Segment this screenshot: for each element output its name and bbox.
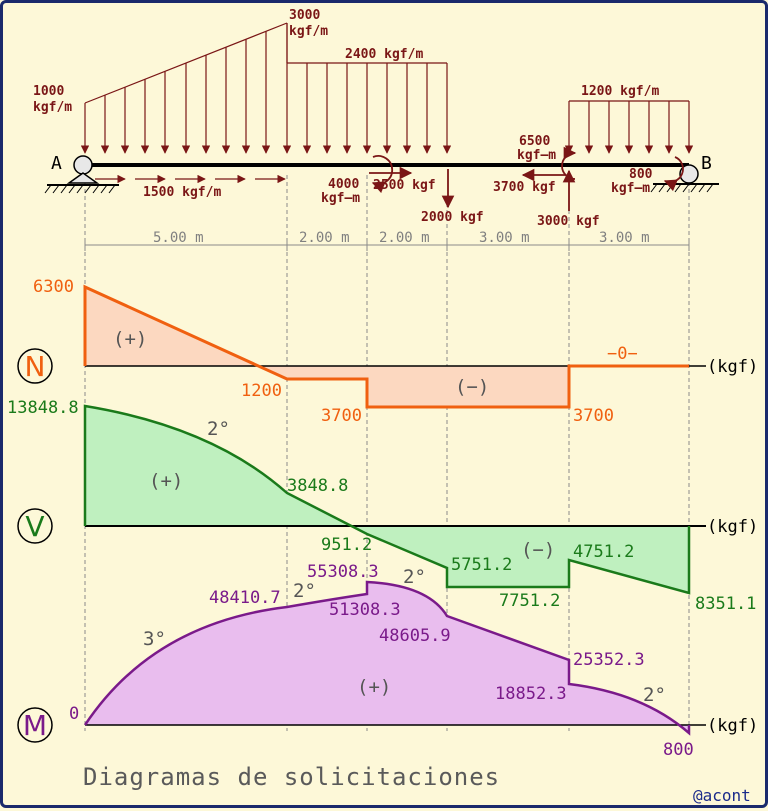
dimension-label: 5.00 m [153,230,204,246]
distributed-load-right [564,100,694,154]
shear-degree-label: 2° [207,418,230,440]
moment-line [83,580,691,736]
shear-value-label: 4751.2 [573,542,634,562]
load-start-unit: kgf/m [33,100,72,115]
dimension-line [84,239,690,251]
moment-4000-icon [371,155,394,194]
moment-4000-unit: kgf–m [321,191,360,206]
dimension-label: 2.00 m [379,230,430,246]
force-3000-label: 3000 kgf [537,214,600,229]
moment-symbol-circle [17,707,53,743]
normal-value-label: 3700 [321,406,362,426]
load-peak-unit: kgf/m [289,24,328,39]
moment-degree-label: 2° [293,580,316,602]
dimension-label: 2.00 m [299,230,350,246]
load-peak-value: 3000 [289,8,320,23]
shear-negative-area [351,526,689,593]
normal-value-label: 1200 [241,381,282,401]
shear-symbol-circle [17,508,53,544]
diagram-canvas: A B 1000 kgf/m 3000 kgf/m 2400 kgf/m 120… [7,8,758,805]
dimension-label: 3.00 m [599,230,650,246]
concentrated-loads [369,146,684,211]
normal-value-label: 6300 [33,277,74,297]
moment-sign-plus: (+) [357,676,391,698]
shear-value-label: 3848.8 [287,476,348,496]
moment-value-label: 48410.7 [209,588,281,608]
support-b-label: B [701,153,712,174]
moment-800-value: 800 [629,167,653,182]
force-2000-label: 2000 kgf [421,210,484,225]
shear-value-label: 5751.2 [451,555,512,575]
moment-6500-unit: kgf–m [517,148,556,163]
shear-positive-area [85,406,351,526]
moment-degree-label: 3° [143,628,166,650]
shear-value-label: 8351.1 [695,594,756,614]
normal-negative-area [261,366,569,407]
moment-value-label: 48605.9 [379,626,451,646]
force-3700-label: 3700 kgf [493,180,556,195]
shear-force-line [83,404,691,595]
normal-force-line [83,284,689,409]
moment-800-icon [663,156,684,192]
shear-sign-plus: (+) [149,470,183,492]
moment-value-label: 51308.3 [329,600,401,620]
moment-value-label: 800 [663,740,694,760]
dimension-label: 3.00 m [479,230,530,246]
load-right-label: 1200 kgf/m [581,84,659,99]
moment-4000-value: 4000 [328,177,359,192]
support-a-label: A [51,153,62,174]
bending-moment-diagram: M (kgf) 0 48410.7 55308.3 51308.3 48605.… [17,562,758,760]
normal-value-label: −0− [607,344,638,364]
moment-6500-value: 6500 [519,134,550,149]
shear-value-label: 7751.2 [499,591,560,611]
moment-symbol: M [23,709,47,742]
moment-degree-label: 2° [643,684,666,706]
normal-symbol: N [25,350,46,383]
moment-area [85,582,689,733]
load-start-value: 1000 [33,84,64,99]
axial-load-label: 1500 kgf/m [143,185,221,200]
normal-symbol-circle [17,348,53,384]
shear-unit: (kgf) [707,517,758,537]
normal-sign-minus: (−) [455,376,489,398]
moment-value-label: 0 [69,704,79,724]
moment-value-label: 18852.3 [495,684,567,704]
moment-degree-label: 2° [403,566,426,588]
pin-support-a [44,155,119,194]
author-credit: @acont [693,786,751,805]
load-uniform-label: 2400 kgf/m [345,47,423,62]
diagram-title: Diagramas de solicitaciones [83,763,500,791]
normal-sign-plus: (+) [113,328,147,350]
moment-value-label: 25352.3 [573,650,645,670]
moment-800-unit: kgf–m [611,181,650,196]
shear-force-diagram: V (kgf) 13848.8 3848.8 951.2 5751.2 7751… [7,398,758,614]
moment-value-label: 55308.3 [307,562,379,582]
normal-unit: (kgf) [707,357,758,377]
normal-value-label: 3700 [573,406,614,426]
shear-value-label: 951.2 [321,535,372,555]
shear-value-label: 13848.8 [7,398,79,418]
distributed-load-trapezoid [80,22,452,154]
force-2500-label: 2500 kgf [373,178,436,193]
shear-sign-minus: (−) [521,539,555,561]
normal-force-diagram: N (kgf) 6300 1200 3700 3700 −0− (+) (−) [17,277,758,426]
shear-symbol: V [25,510,44,543]
moment-unit: (kgf) [707,716,758,736]
